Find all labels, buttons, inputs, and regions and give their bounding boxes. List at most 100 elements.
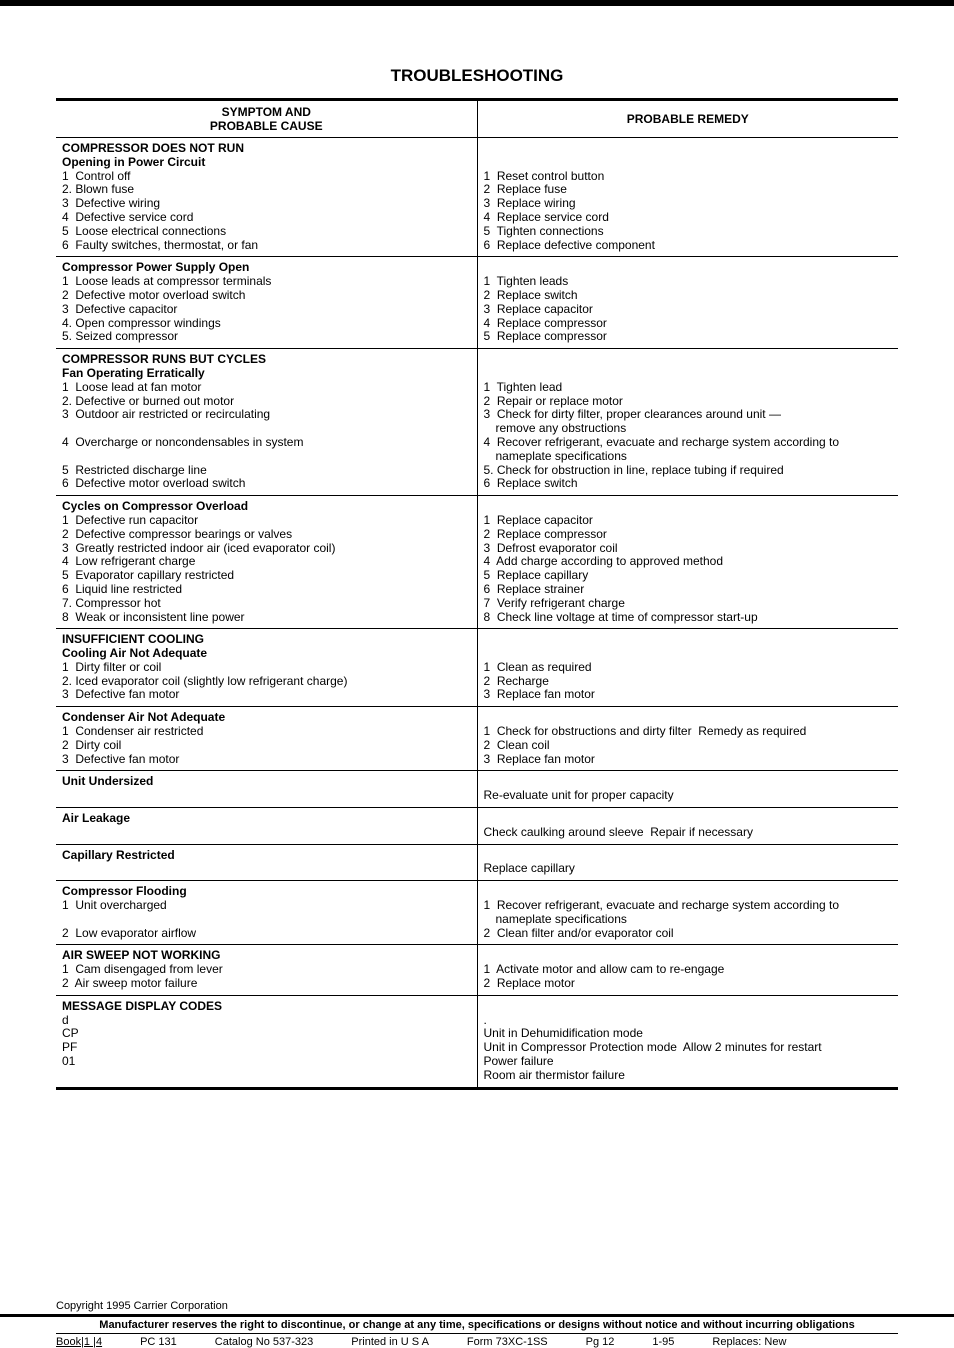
table-row: AIR SWEEP NOT WORKING1 Cam disengaged fr… (56, 945, 898, 995)
remedy-cell: 1 Tighten lead2 Repair or replace motor3… (477, 349, 898, 496)
cause-item: 3 Greatly restricted indoor air (iced ev… (62, 542, 471, 556)
remedy-item: 2 Replace fuse (484, 183, 893, 197)
remedy-item: 1 Check for obstructions and dirty filte… (484, 725, 893, 739)
remedy-item: 1 Clean as required (484, 661, 893, 675)
cause-item: 2 Defective compressor bearings or valve… (62, 528, 471, 542)
remedy-item: 3 Defrost evaporator coil (484, 542, 893, 556)
symptom-cell: INSUFFICIENT COOLINGCooling Air Not Adeq… (56, 629, 477, 707)
sub-head: Condenser Air Not Adequate (62, 711, 471, 725)
footer-date: 1-95 (652, 1336, 674, 1348)
table-row: Unit Undersized Re-evaluate unit for pro… (56, 771, 898, 808)
remedy-item: 1 Replace capacitor (484, 514, 893, 528)
remedy-cell: 1 Check for obstructions and dirty filte… (477, 707, 898, 771)
symptom-cell: MESSAGE DISPLAY CODESdCPPF01 (56, 995, 477, 1088)
remedy-item: Room air thermistor failure (484, 1069, 893, 1083)
table-row: Cycles on Compressor Overload1 Defective… (56, 496, 898, 629)
cause-item: 6 Liquid line restricted (62, 583, 471, 597)
cause-item: 1 Condenser air restricted (62, 725, 471, 739)
remedy-item: nameplate specifications (484, 913, 893, 927)
remedy-item: 5 Tighten connections (484, 225, 893, 239)
cause-item: 3 Defective capacitor (62, 303, 471, 317)
cause-item: 2 Air sweep motor failure (62, 977, 471, 991)
sub-head: Capillary Restricted (62, 849, 471, 863)
remedy-item: 3 Replace fan motor (484, 688, 893, 702)
symptom-cell: Condenser Air Not Adequate1 Condenser ai… (56, 707, 477, 771)
remedy-item: 7 Verify refrigerant charge (484, 597, 893, 611)
remedy-cell: 1 Reset control button2 Replace fuse3 Re… (477, 138, 898, 257)
remedy-item: 8 Check line voltage at time of compress… (484, 611, 893, 625)
remedy-item: Check caulking around sleeve Repair if n… (484, 826, 893, 840)
remedy-item: 4 Add charge according to approved metho… (484, 555, 893, 569)
cause-item: 6 Defective motor overload switch (62, 477, 471, 491)
page-title: TROUBLESHOOTING (56, 66, 898, 86)
cause-item: 2. Blown fuse (62, 183, 471, 197)
remedy-item: 3 Check for dirty filter, proper clearan… (484, 408, 893, 422)
cause-item: d (62, 1014, 471, 1028)
cause-item: PF (62, 1041, 471, 1055)
cause-item (62, 450, 471, 464)
table-header-row: SYMPTOM AND PROBABLE CAUSE PROBABLE REME… (56, 100, 898, 138)
sub-head: Compressor Flooding (62, 885, 471, 899)
remedy-item: 3 Replace fan motor (484, 753, 893, 767)
symptom-cell: AIR SWEEP NOT WORKING1 Cam disengaged fr… (56, 945, 477, 995)
cause-item: 2. Defective or burned out motor (62, 395, 471, 409)
cause-item: CP (62, 1027, 471, 1041)
remedy-item: 5 Replace capillary (484, 569, 893, 583)
table-row: INSUFFICIENT COOLINGCooling Air Not Adeq… (56, 629, 898, 707)
cause-item: 2 Defective motor overload switch (62, 289, 471, 303)
page: TROUBLESHOOTING SYMPTOM AND PROBABLE CAU… (0, 46, 954, 1312)
remedy-item: 2 Replace compressor (484, 528, 893, 542)
remedy-cell: 1 Replace capacitor2 Replace compressor3… (477, 496, 898, 629)
cause-item: 01 (62, 1055, 471, 1069)
remedy-cell: 1 Tighten leads2 Replace switch3 Replace… (477, 257, 898, 349)
cause-item: 1 Dirty filter or coil (62, 661, 471, 675)
cause-item: 5 Restricted discharge line (62, 464, 471, 478)
remedy-item: 6 Replace switch (484, 477, 893, 491)
section-head: AIR SWEEP NOT WORKING (62, 949, 471, 963)
cause-item: 5. Seized compressor (62, 330, 471, 344)
remedy-item: 2 Replace motor (484, 977, 893, 991)
remedy-item: 3 Replace wiring (484, 197, 893, 211)
symptom-cell: Compressor Power Supply Open1 Loose lead… (56, 257, 477, 349)
header-symptom: SYMPTOM AND PROBABLE CAUSE (56, 100, 477, 138)
table-row: Capillary Restricted Replace capillary (56, 844, 898, 881)
sub-head: Compressor Power Supply Open (62, 261, 471, 275)
remedy-cell: Re-evaluate unit for proper capacity (477, 771, 898, 808)
section-head: COMPRESSOR DOES NOT RUN (62, 142, 471, 156)
remedy-item: 1 Recover refrigerant, evacuate and rech… (484, 899, 893, 913)
cause-item: 1 Control off (62, 170, 471, 184)
remedy-item: 2 Clean filter and/or evaporator coil (484, 927, 893, 941)
header-remedy: PROBABLE REMEDY (477, 100, 898, 138)
footer-form: Form 73XC-1SS (467, 1336, 548, 1348)
cause-item: 6 Faulty switches, thermostat, or fan (62, 239, 471, 253)
table-row: Compressor Flooding1 Unit overcharged 2 … (56, 881, 898, 945)
remedy-cell: .Unit in Dehumidification modeUnit in Co… (477, 995, 898, 1088)
disclaimer: Manufacturer reserves the right to disco… (56, 1317, 898, 1333)
cause-item: 8 Weak or inconsistent line power (62, 611, 471, 625)
cause-item: 4 Overcharge or noncondensables in syste… (62, 436, 471, 450)
remedy-item: 3 Replace capacitor (484, 303, 893, 317)
table-row: Condenser Air Not Adequate1 Condenser ai… (56, 707, 898, 771)
section-head: MESSAGE DISPLAY CODES (62, 1000, 471, 1014)
remedy-item: 5. Check for obstruction in line, replac… (484, 464, 893, 478)
remedy-item: 4 Replace compressor (484, 317, 893, 331)
cause-item: 5 Evaporator capillary restricted (62, 569, 471, 583)
remedy-item: 1 Activate motor and allow cam to re-eng… (484, 963, 893, 977)
cause-item: 1 Loose lead at fan motor (62, 381, 471, 395)
cause-item: 7. Compressor hot (62, 597, 471, 611)
cause-item: 1 Unit overcharged (62, 899, 471, 913)
symptom-cell: Cycles on Compressor Overload1 Defective… (56, 496, 477, 629)
remedy-item: 4 Recover refrigerant, evacuate and rech… (484, 436, 893, 450)
footer-catalog: Catalog No 537-323 (215, 1336, 313, 1348)
symptom-cell: Unit Undersized (56, 771, 477, 808)
table-row: COMPRESSOR DOES NOT RUNOpening in Power … (56, 138, 898, 257)
table-row: Compressor Power Supply Open1 Loose lead… (56, 257, 898, 349)
cause-item: 3 Defective fan motor (62, 688, 471, 702)
remedy-item: Unit in Compressor Protection mode Allow… (484, 1041, 893, 1055)
cause-item: 3 Outdoor air restricted or recirculatin… (62, 408, 471, 422)
symptom-cell: Capillary Restricted (56, 844, 477, 881)
cause-item: 4 Low refrigerant charge (62, 555, 471, 569)
table-row: MESSAGE DISPLAY CODESdCPPF01 .Unit in De… (56, 995, 898, 1088)
cause-item (62, 913, 471, 927)
footer-replaces: Replaces: New (712, 1336, 786, 1348)
